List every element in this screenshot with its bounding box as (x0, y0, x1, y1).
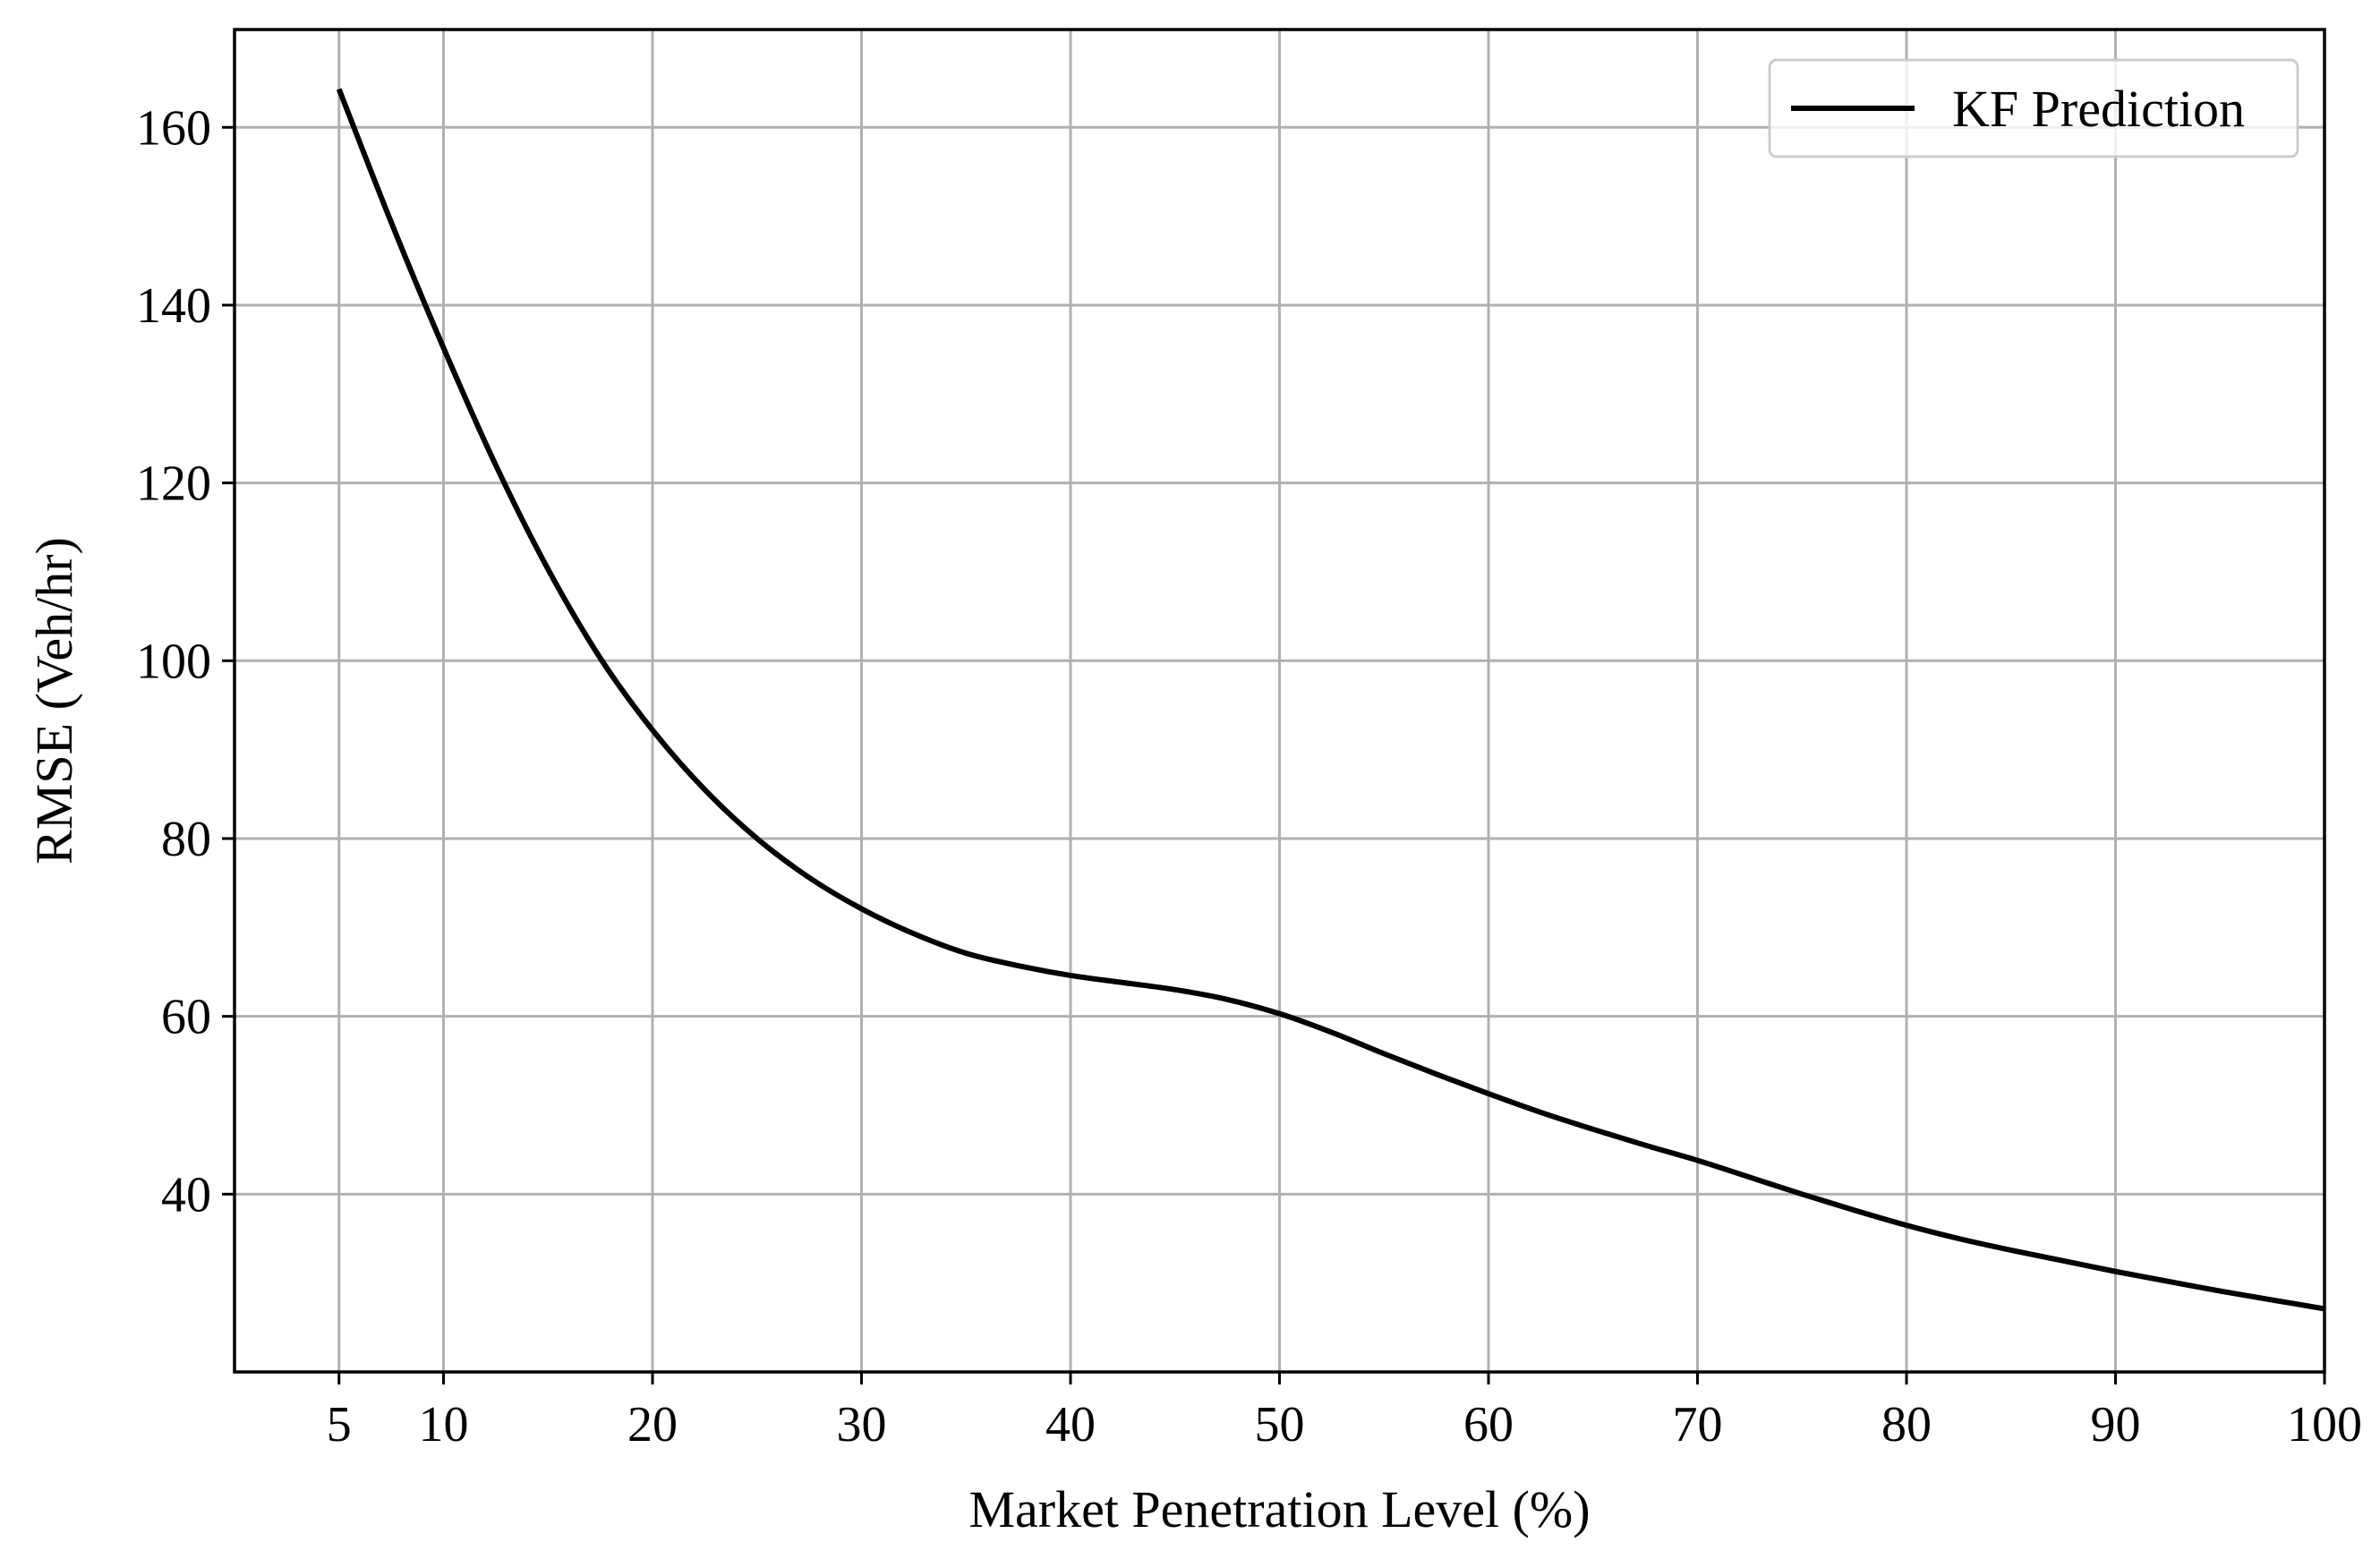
y-tick-label-120: 120 (136, 456, 211, 512)
x-tick-label-40: 40 (1045, 1397, 1096, 1453)
y-axis-ticks: 40 60 80 100 120 140 160 (136, 100, 235, 1222)
y-tick-label-40: 40 (161, 1167, 211, 1222)
y-tick-label-100: 100 (136, 634, 211, 689)
y-tick-label-140: 140 (136, 278, 211, 334)
x-tick-label-10: 10 (419, 1397, 469, 1453)
x-axis-ticks: 5 10 20 30 40 50 60 70 80 90 100 (327, 1372, 2362, 1453)
x-tick-label-60: 60 (1463, 1397, 1514, 1453)
series-layer (336, 88, 2325, 1312)
x-tick-label-5: 5 (327, 1397, 352, 1453)
x-tick-label-80: 80 (1881, 1397, 1932, 1453)
y-axis-label: RMSE (Veh/hr) (25, 537, 83, 865)
y-tick-label-160: 160 (136, 100, 211, 156)
x-tick-label-70: 70 (1673, 1397, 1723, 1453)
y-tick-label-80: 80 (161, 812, 211, 867)
y-tick-label-60: 60 (161, 990, 211, 1045)
x-tick-label-90: 90 (2091, 1397, 2141, 1453)
x-tick-label-100: 100 (2287, 1397, 2362, 1453)
legend: KF Prediction (1768, 58, 2299, 158)
x-tick-label-20: 20 (627, 1397, 678, 1453)
x-tick-label-50: 50 (1255, 1397, 1305, 1453)
legend-label-kf-prediction: KF Prediction (1952, 80, 2245, 138)
series-line-kf-prediction (336, 88, 2325, 1312)
legend-box (1768, 58, 2299, 158)
x-tick-label-30: 30 (837, 1397, 887, 1453)
x-axis-label: Market Penetration Level (%) (968, 1480, 1590, 1538)
